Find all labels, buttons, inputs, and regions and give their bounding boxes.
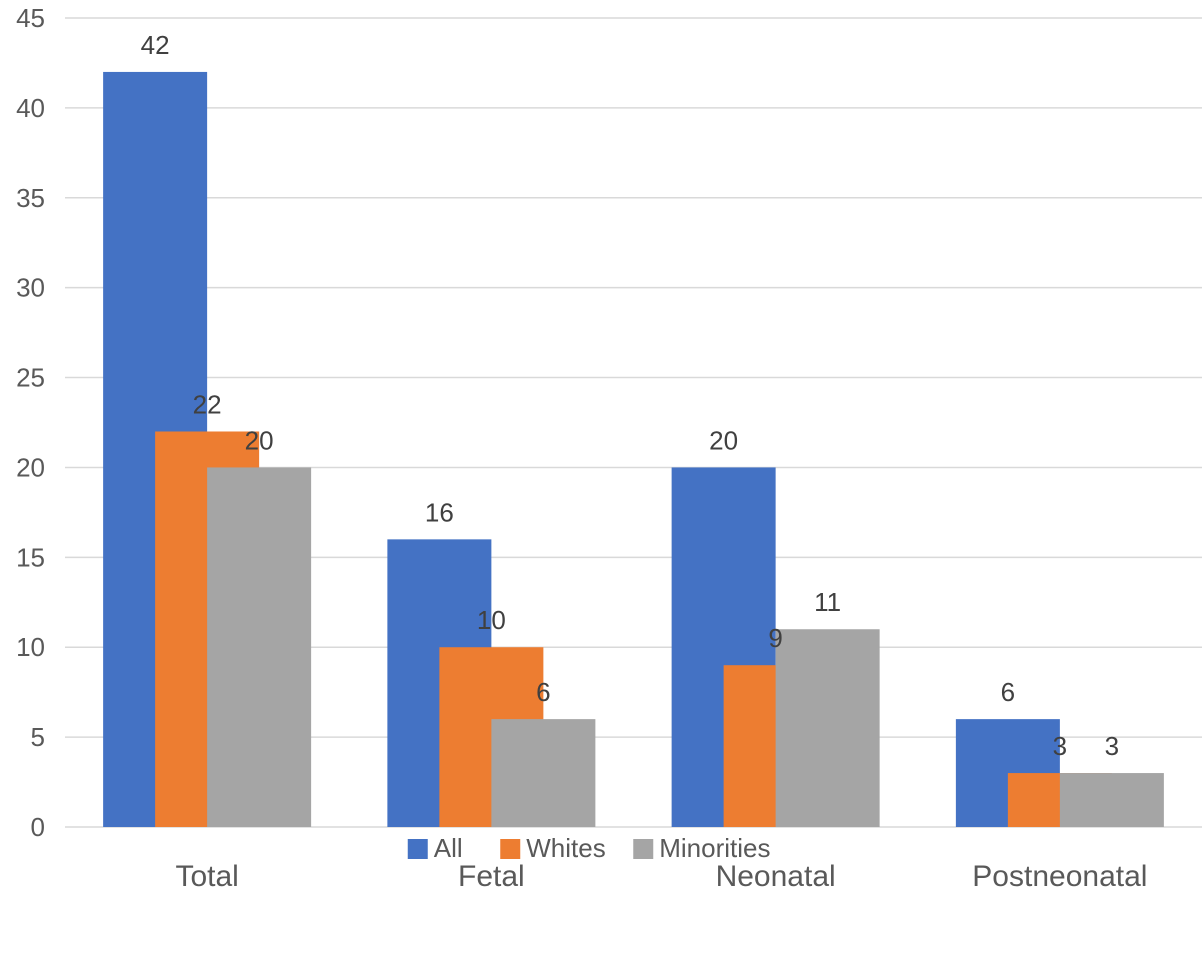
x-axis-categories: Total Fetal Neonatal Postneonatal xyxy=(175,860,1147,893)
y-axis-ticks: 0 5 10 15 20 25 30 35 40 45 xyxy=(16,3,45,842)
data-label-all-neonatal: 20 xyxy=(709,425,738,455)
x-category-label: Postneonatal xyxy=(972,860,1147,893)
legend-label: All xyxy=(434,833,463,863)
legend-label: Minorities xyxy=(659,833,770,863)
y-tick-label: 30 xyxy=(16,273,45,303)
data-label-whites-total: 22 xyxy=(193,389,222,419)
data-label-whites-neonatal: 9 xyxy=(768,623,782,653)
y-tick-label: 35 xyxy=(16,183,45,213)
y-tick-label: 45 xyxy=(16,3,45,33)
data-label-minorities-neonatal: 11 xyxy=(814,587,841,617)
y-tick-label: 0 xyxy=(31,812,45,842)
legend-item-all: All xyxy=(407,833,463,863)
bar-minorities-fetal xyxy=(491,719,596,827)
data-label-whites-fetal: 10 xyxy=(477,605,506,635)
x-category-label: Total xyxy=(175,860,238,893)
y-tick-label: 10 xyxy=(16,632,45,662)
legend: All Whites Minorities xyxy=(407,833,771,863)
legend-item-whites: Whites xyxy=(500,833,606,863)
bar-minorities-postneonatal xyxy=(1059,773,1164,827)
legend-swatch xyxy=(500,839,521,859)
bar-minorities-total xyxy=(207,467,312,827)
x-category-label: Neonatal xyxy=(716,860,836,893)
data-label-minorities-fetal: 6 xyxy=(536,677,550,707)
y-tick-label: 25 xyxy=(16,363,45,393)
data-label-all-fetal: 16 xyxy=(425,497,454,527)
legend-item-minorities: Minorities xyxy=(633,833,771,863)
legend-label: Whites xyxy=(526,833,605,863)
y-tick-label: 15 xyxy=(16,542,45,572)
bars xyxy=(103,71,1164,827)
data-label-all-total: 42 xyxy=(141,30,170,60)
data-label-all-postneonatal: 6 xyxy=(1001,677,1015,707)
data-labels: 42 22 20 16 10 6 20 9 11 6 3 3 xyxy=(141,30,1119,761)
data-label-whites-postneonatal: 3 xyxy=(1053,731,1067,761)
y-tick-label: 5 xyxy=(31,722,45,752)
y-tick-label: 20 xyxy=(16,452,45,482)
data-label-minorities-postneonatal: 3 xyxy=(1105,731,1119,761)
bar-minorities-neonatal xyxy=(775,629,880,827)
y-tick-label: 40 xyxy=(16,93,45,123)
legend-swatch xyxy=(633,839,654,859)
data-label-minorities-total: 20 xyxy=(245,425,274,455)
legend-swatch xyxy=(407,839,428,859)
x-category-label: Fetal xyxy=(458,860,525,893)
